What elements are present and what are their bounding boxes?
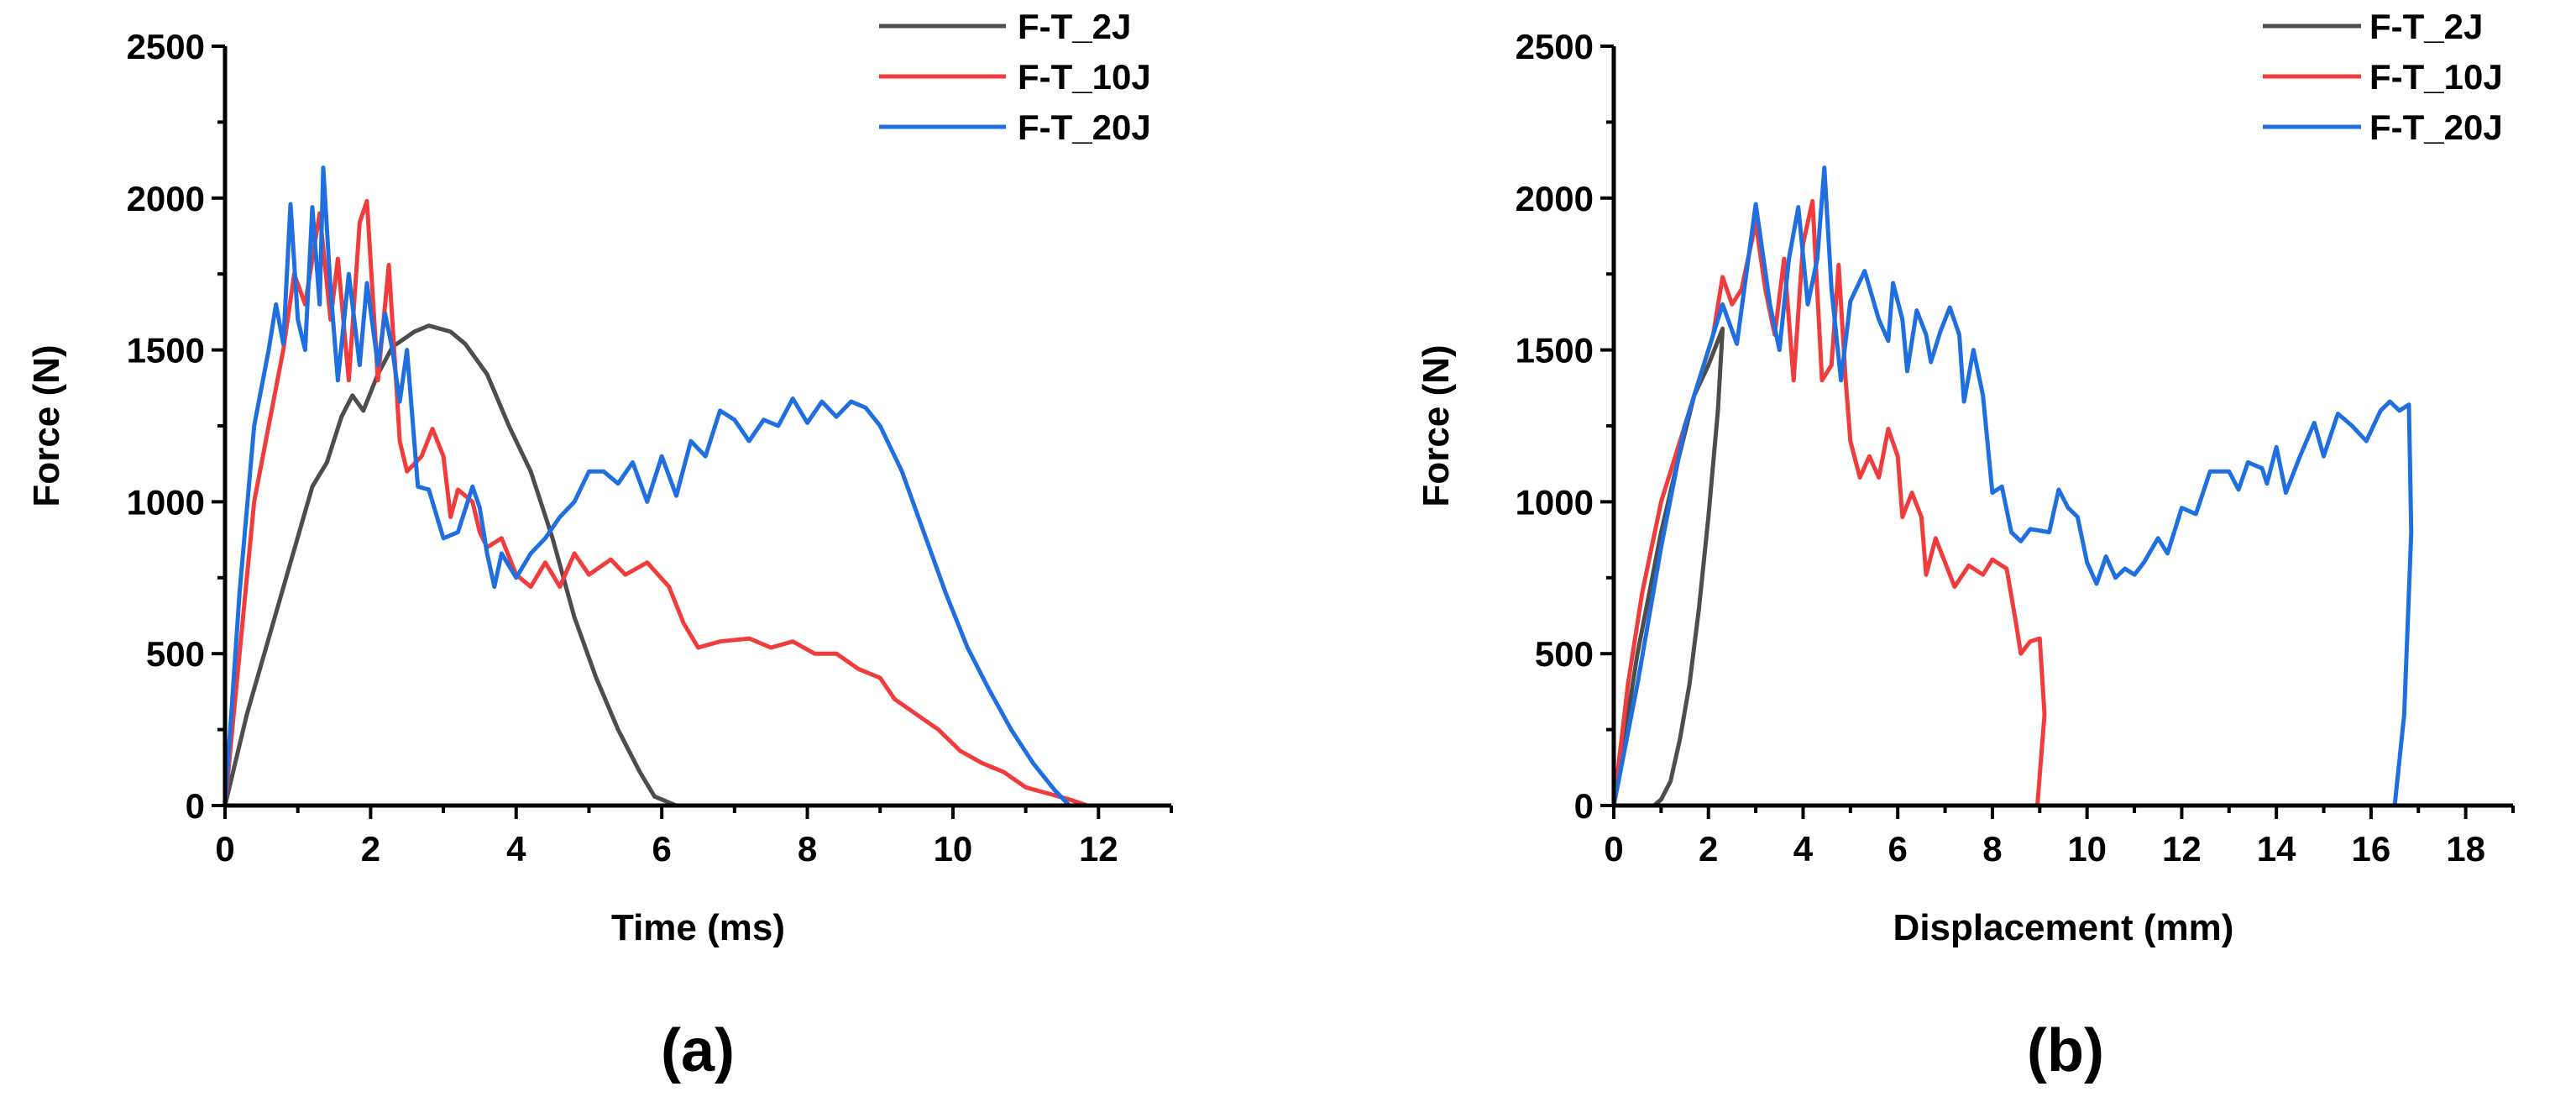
x-tick-label: 12 (2162, 829, 2202, 869)
x-tick-label: 8 (1982, 829, 2002, 869)
legend: F-T_2J F-T_10J F-T_20J (879, 7, 1151, 147)
legend-label: F-T_2J (2369, 7, 2483, 46)
y-tick-label: 2500 (127, 27, 205, 66)
x-tick-label: 6 (1888, 829, 1908, 869)
y-tick-label: 1000 (127, 482, 205, 522)
legend: F-T_2J F-T_10J F-T_20J (2263, 7, 2503, 147)
panel-label: (a) (661, 1017, 735, 1084)
x-tick-label: 8 (798, 829, 817, 869)
series-line-f-t-2j (223, 323, 678, 808)
y-tick-label: 500 (146, 634, 205, 674)
chart-panel-a: 0 2 4 6 8 10 12 0 500 1000 1500 2000 2500 Time (ms) Fo… (26, 7, 1173, 1084)
x-axis-title: Displacement (mm) (1893, 907, 2234, 948)
x-tick-label: 0 (1604, 829, 1623, 869)
y-axis-title: Force (N) (1416, 344, 1457, 507)
x-tick-label: 18 (2446, 829, 2485, 869)
x-tick-label: 4 (506, 829, 526, 869)
x-tick-label: 16 (2352, 829, 2391, 869)
series-line-f-t-10j (223, 198, 1089, 808)
legend-label: F-T_10J (2369, 57, 2503, 97)
y-tick-label: 0 (1574, 786, 1594, 826)
x-axis-title: Time (ms) (611, 907, 785, 948)
legend-label: F-T_2J (1018, 7, 1131, 46)
x-tick-label: 4 (1793, 829, 1814, 869)
series-line-f-t-20j (223, 165, 1071, 807)
x-tick-label: 14 (2257, 829, 2296, 869)
x-tick-label: 2 (1699, 829, 1718, 869)
x-tick-label: 0 (215, 829, 234, 869)
legend-label: F-T_20J (1018, 108, 1151, 147)
x-tick-label: 12 (1079, 829, 1118, 869)
y-axis-title: Force (N) (26, 344, 67, 507)
legend-label: F-T_10J (1018, 57, 1151, 97)
series-line-f-t-20j (1611, 165, 2414, 806)
y-tick-label: 1500 (1516, 331, 1594, 370)
y-tick-label: 2000 (1516, 179, 1594, 218)
x-tick-label: 6 (652, 829, 671, 869)
series-line-f-t-10j (1611, 198, 2047, 806)
legend-label: F-T_20J (2369, 108, 2503, 147)
y-tick-label: 500 (1535, 634, 1594, 674)
chart-panel-b: 0 2 4 6 8 10 12 14 16 18 0 500 1000 1500 2000 2500 Displ… (1416, 7, 2515, 1084)
series-line-f-t-2j (1611, 326, 1725, 807)
y-tick-label: 0 (186, 786, 205, 826)
y-tick-label: 1000 (1516, 482, 1594, 522)
x-tick-label: 10 (2067, 829, 2107, 869)
x-tick-label: 10 (934, 829, 973, 869)
y-tick-label: 2500 (1516, 27, 1594, 66)
y-tick-label: 2000 (127, 179, 205, 218)
x-tick-label: 2 (361, 829, 380, 869)
y-tick-label: 1500 (127, 331, 205, 370)
panel-label: (b) (2027, 1017, 2104, 1084)
